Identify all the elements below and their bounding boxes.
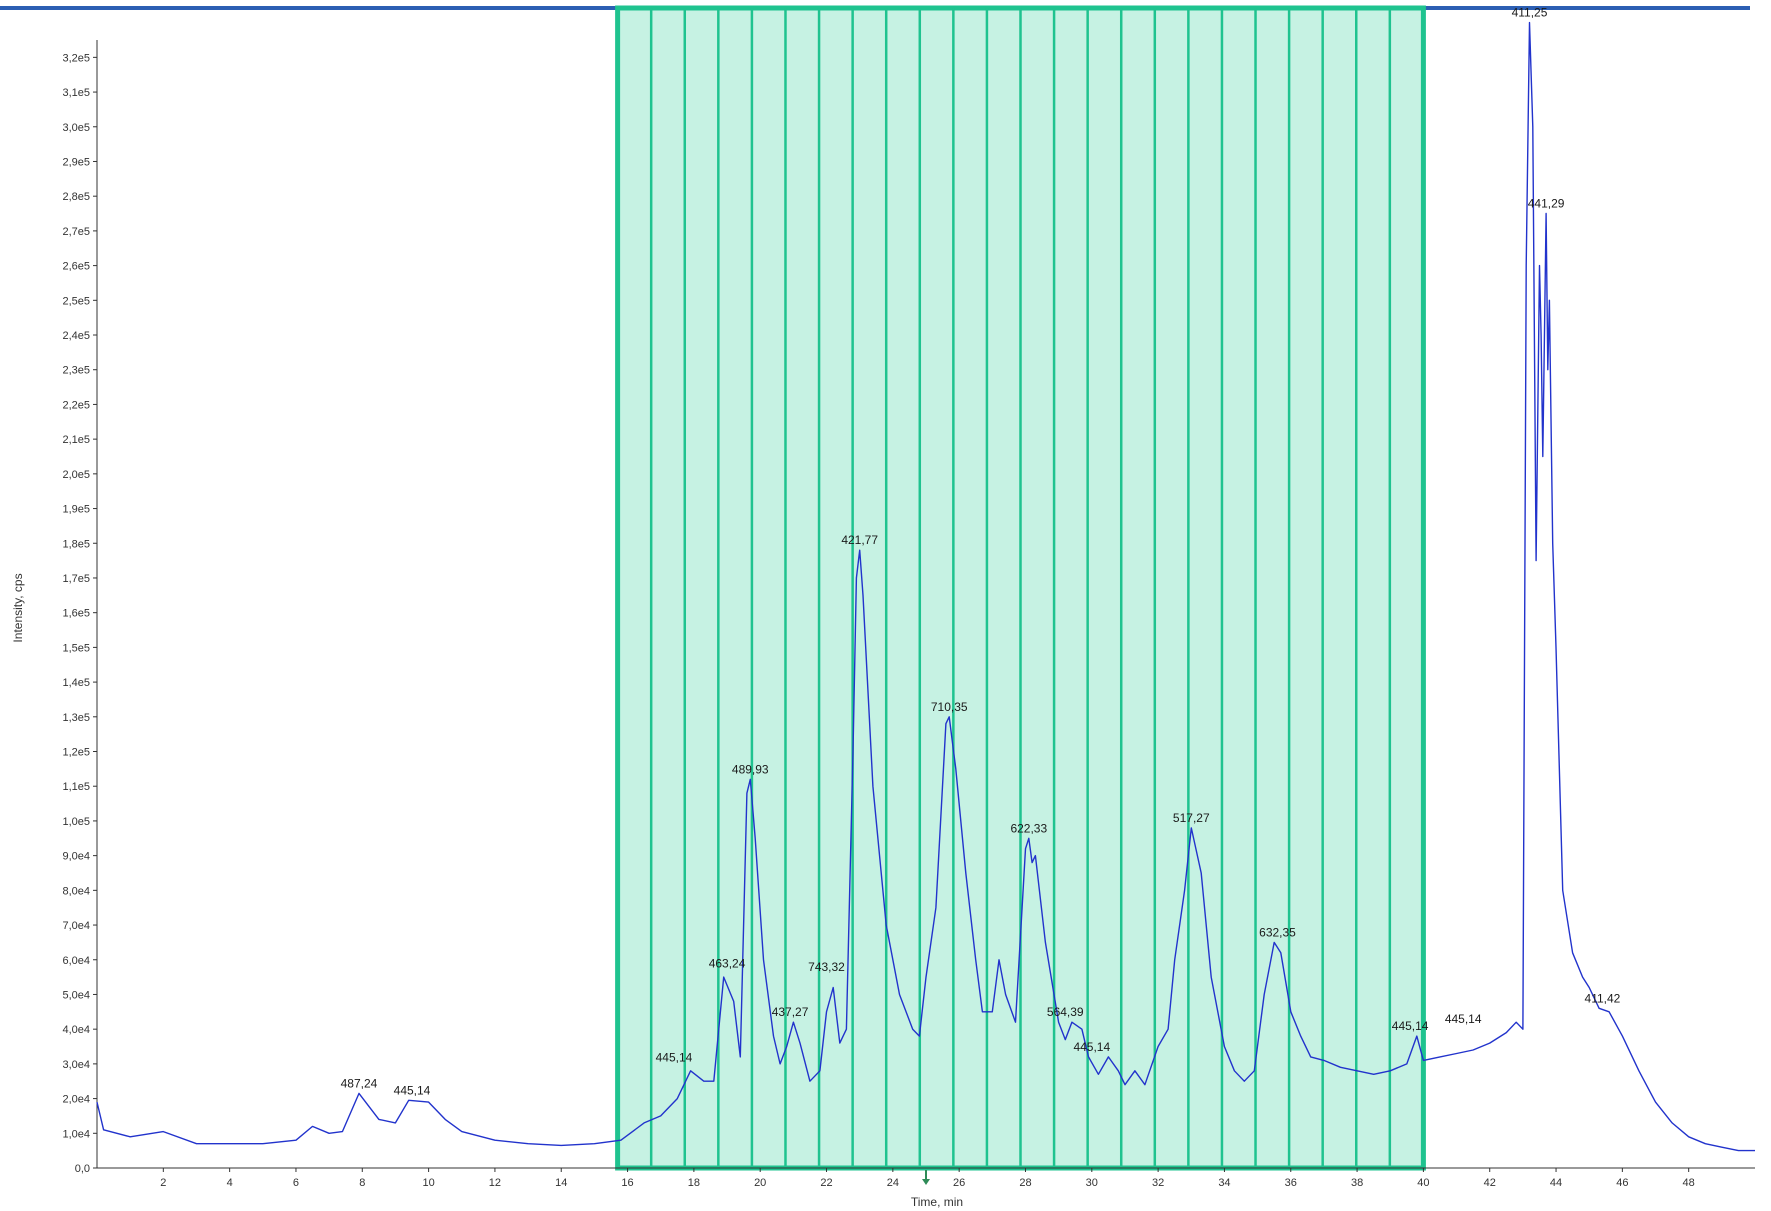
x-tick-label: 30 <box>1086 1177 1098 1189</box>
y-tick-label: 2,1e5 <box>62 434 90 446</box>
x-tick-label: 44 <box>1550 1177 1562 1189</box>
y-tick-label: 1,2e5 <box>62 747 90 759</box>
x-tick-label: 40 <box>1417 1177 1429 1189</box>
x-tick-label: 28 <box>1019 1177 1031 1189</box>
peak-label: 564,39 <box>1047 1005 1084 1019</box>
y-tick-label: 3,2e5 <box>62 52 90 64</box>
x-tick-label: 22 <box>820 1177 832 1189</box>
y-tick-label: 1,3e5 <box>62 712 90 724</box>
peak-label: 445,14 <box>1073 1040 1110 1054</box>
peak-label: 445,14 <box>1392 1019 1429 1033</box>
peak-label: 411,42 <box>1585 991 1621 1005</box>
y-tick-label: 3,0e4 <box>62 1059 90 1071</box>
x-axis-title: Time, min <box>911 1195 963 1209</box>
peak-label: 445,14 <box>394 1083 431 1097</box>
x-tick-label: 26 <box>953 1177 965 1189</box>
y-tick-label: 2,3e5 <box>62 365 90 377</box>
y-tick-label: 9,0e4 <box>62 851 90 863</box>
y-tick-label: 1,5e5 <box>62 642 90 654</box>
peak-label: 441,29 <box>1528 197 1565 211</box>
y-tick-label: 5,0e4 <box>62 989 90 1001</box>
y-tick-label: 2,2e5 <box>62 399 90 411</box>
x-tick-label: 2 <box>160 1177 166 1189</box>
peak-annotations: 487,24 445,14 445,14 463,24 489,93 437,27 743,… <box>341 6 1621 1098</box>
peak-label: 463,24 <box>709 957 746 971</box>
y-tick-label: 7,0e4 <box>62 920 90 932</box>
y-tick-label: 2,0e5 <box>62 469 90 481</box>
y-tick-label: 3,1e5 <box>62 87 90 99</box>
x-tick-label: 16 <box>621 1177 633 1189</box>
y-axis-title: Intensity, cps <box>11 573 25 642</box>
x-tick-label: 34 <box>1218 1177 1230 1189</box>
peak-label: 445,14 <box>1445 1012 1482 1026</box>
y-tick-label: 1,1e5 <box>62 781 90 793</box>
x-ticks: 2 4 6 8 10 12 14 16 18 20 22 24 26 28 30 32 34 36 38 40 42 44… <box>160 1168 1695 1189</box>
highlight-region <box>615 5 1426 1171</box>
x-tick-label: 18 <box>688 1177 700 1189</box>
y-tick-label: 2,6e5 <box>62 261 90 273</box>
x-tick-label: 38 <box>1351 1177 1363 1189</box>
marker-arrow-icon <box>922 1179 930 1185</box>
y-tick-label: 1,9e5 <box>62 504 90 516</box>
y-tick-label: 2,7e5 <box>62 226 90 238</box>
x-tick-label: 12 <box>489 1177 501 1189</box>
x-tick-label: 14 <box>555 1177 567 1189</box>
x-tick-label: 6 <box>293 1177 299 1189</box>
y-tick-label: 2,8e5 <box>62 191 90 203</box>
y-tick-label: 1,4e5 <box>62 677 90 689</box>
x-tick-label: 10 <box>422 1177 434 1189</box>
y-tick-label: 2,0e4 <box>62 1094 90 1106</box>
y-ticks: 0,0 1,0e4 2,0e4 3,0e4 4,0e4 5,0e4 6,0e4 7,0e4 8,… <box>62 52 97 1175</box>
peak-label: 437,27 <box>772 1005 809 1019</box>
y-tick-label: 4,0e4 <box>62 1024 90 1036</box>
axes <box>96 40 1755 1169</box>
series-line <box>96 21 1755 1152</box>
y-tick-label: 8,0e4 <box>62 885 90 897</box>
peak-label: 517,27 <box>1173 811 1210 825</box>
peak-label: 632,35 <box>1259 925 1296 939</box>
x-tick-label: 36 <box>1285 1177 1297 1189</box>
x-tick-label: 20 <box>754 1177 766 1189</box>
x-tick-label: 46 <box>1616 1177 1628 1189</box>
peak-label: 743,32 <box>808 960 845 974</box>
x-tick-label: 48 <box>1683 1177 1695 1189</box>
x-tick-label: 4 <box>227 1177 233 1189</box>
time-marker <box>922 1170 930 1185</box>
x-tick-label: 8 <box>359 1177 365 1189</box>
y-tick-label: 1,0e4 <box>62 1128 90 1140</box>
peak-label: 487,24 <box>341 1076 378 1090</box>
y-tick-label: 6,0e4 <box>62 955 90 967</box>
x-tick-label: 24 <box>887 1177 899 1189</box>
series-layer <box>96 21 1755 1152</box>
y-tick-label: 2,5e5 <box>62 295 90 307</box>
peak-label: 622,33 <box>1010 821 1047 835</box>
peak-label: 411,25 <box>1512 6 1548 20</box>
y-tick-label: 2,9e5 <box>62 156 90 168</box>
y-tick-label: 2,4e5 <box>62 330 90 342</box>
y-tick-label: 1,6e5 <box>62 608 90 620</box>
y-tick-label: 1,8e5 <box>62 538 90 550</box>
x-tick-label: 32 <box>1152 1177 1164 1189</box>
peak-label: 710,35 <box>931 700 968 714</box>
peak-label: 445,14 <box>656 1050 693 1064</box>
y-tick-label: 1,7e5 <box>62 573 90 585</box>
peak-label: 421,77 <box>841 533 878 547</box>
y-tick-label: 1,0e5 <box>62 816 90 828</box>
y-tick-label: 0,0 <box>75 1163 90 1175</box>
peak-label: 489,93 <box>732 762 769 776</box>
y-tick-label: 3,0e5 <box>62 122 90 134</box>
x-tick-label: 42 <box>1484 1177 1496 1189</box>
